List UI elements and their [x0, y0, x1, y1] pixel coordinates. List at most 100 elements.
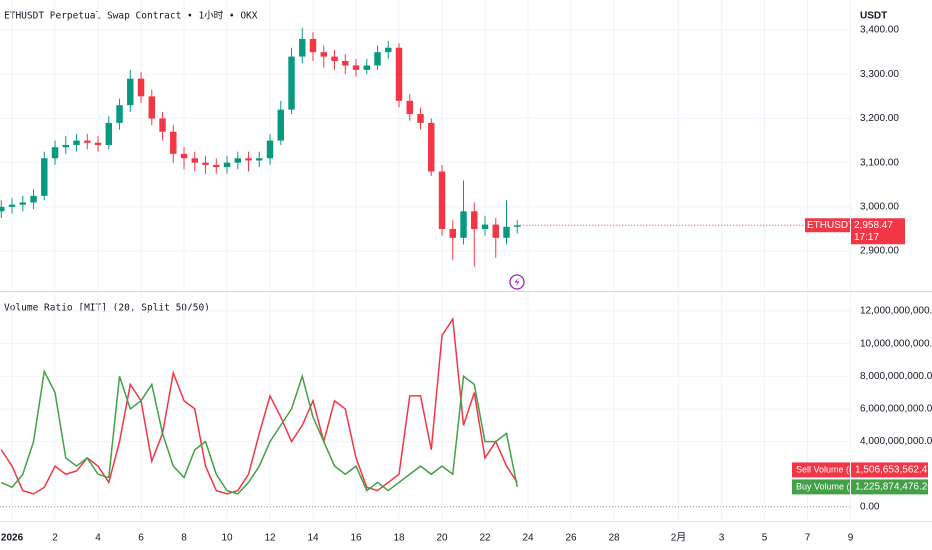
value-label: 1,225,874,476.26 [855, 482, 932, 493]
candle-body [62, 145, 70, 148]
legend-name: Buy Volume (n) [796, 481, 858, 491]
x-tick-label: 2 [52, 533, 58, 544]
y-tick-label: 12,000,000,000.00 [860, 306, 932, 317]
candle-body [288, 56, 295, 110]
candle-body [492, 224, 499, 238]
indicator-title: Volume Ratio [MIT] (20, Split 50/50) [4, 303, 210, 314]
candle-body [19, 202, 27, 205]
x-tick-label: 20 [436, 533, 448, 544]
x-tick-label: 8 [181, 533, 187, 544]
x-tick-label: 28 [608, 533, 620, 544]
x-tick-label: 7 [805, 533, 811, 544]
y-tick-label: 3,100.00 [860, 157, 899, 168]
lightning-icon[interactable] [509, 274, 525, 290]
y-tick-label: 3,200.00 [860, 113, 899, 124]
candle-body [385, 47, 392, 53]
candle-body [460, 211, 467, 238]
candle-body [363, 65, 370, 70]
candle-body [352, 65, 360, 70]
candle-body [73, 140, 80, 145]
candle-body [191, 158, 199, 163]
y-tick-label: 3,400.00 [860, 25, 899, 36]
countdown: 17:17 [854, 232, 879, 243]
candle-body [180, 153, 188, 159]
candle-body [245, 158, 252, 161]
x-tick-label: 3 [719, 533, 725, 544]
candle-body [213, 164, 220, 168]
candle-body [428, 122, 435, 172]
candle-body [159, 118, 166, 132]
legend-name-bg [792, 462, 850, 478]
symbol-tag: ETHUSDT.P [807, 220, 863, 231]
candle-body [51, 147, 59, 159]
candle-body [170, 131, 177, 154]
candle-body [116, 105, 123, 123]
x-tick-label: 5 [762, 533, 768, 544]
x-tick-label: 4 [95, 533, 101, 544]
candle-body [105, 122, 113, 145]
x-tick-label: 18 [393, 533, 405, 544]
x-tick-label: 22 [479, 533, 491, 544]
legend-name-bg [792, 479, 850, 495]
candle-body [127, 78, 134, 106]
x-tick-label: 12 [264, 533, 276, 544]
candle-body [277, 109, 284, 141]
x-tick-label: 24 [522, 533, 534, 544]
y-tick-label: 10,000,000,000.00 [860, 338, 932, 349]
candle-body [342, 61, 349, 66]
candle-body [94, 142, 102, 145]
candle-body [0, 206, 5, 212]
volume-line [0, 368, 518, 495]
y-tick-label: 3,300.00 [860, 69, 899, 80]
candle-body [8, 204, 16, 207]
y-tick-label: 8,000,000,000.00 [860, 371, 932, 382]
x-tick-label: 26 [565, 533, 577, 544]
candle-body [309, 38, 317, 53]
y-tick-label: 0.00 [860, 502, 880, 513]
x-tick-label: 10 [221, 533, 233, 544]
candle-body [374, 52, 381, 66]
candle-body [503, 226, 510, 238]
candle-body [202, 162, 209, 165]
candle-body [234, 158, 242, 163]
candle-body [30, 195, 37, 203]
candle-body [84, 140, 91, 143]
y-tick-label: 6,000,000,000.00 [860, 404, 932, 415]
y-tick-label: 2,900.00 [860, 246, 899, 257]
candle-body [471, 211, 478, 229]
candle-body [256, 158, 263, 161]
candle-body [331, 56, 338, 62]
candle-body [137, 78, 145, 97]
legend-name: Sell Volume (n) [796, 464, 857, 474]
candle-body [299, 38, 306, 57]
value-label-bg [851, 462, 928, 478]
chart-title: ETHUSDT Perpetual Swap Contract • 1小时 • … [4, 10, 258, 22]
last-price-bg [851, 218, 905, 245]
y-tick-label: 4,000,000,000.00 [860, 436, 932, 447]
candle-body [417, 114, 424, 123]
candle-body [41, 158, 48, 196]
x-tick-label: 14 [307, 533, 319, 544]
candle-body [438, 171, 446, 229]
x-tick-label: 2月 [671, 532, 687, 544]
candle-body [481, 224, 489, 229]
candle-body [514, 225, 521, 227]
symbol-tag-bg [805, 218, 850, 233]
y-tick-label: 3,000.00 [860, 202, 899, 213]
candle-body [395, 47, 403, 101]
candle-body [266, 140, 274, 159]
candle-body [148, 96, 156, 119]
value-label: 1,506,653,562.47 [855, 465, 932, 476]
x-tick-label: 16 [350, 533, 362, 544]
x-tick-label: 2026 [1, 533, 24, 544]
price-axis-unit: USDT [860, 11, 887, 22]
candle-body [223, 162, 231, 168]
candle-body [449, 228, 456, 238]
last-price-label: 2,958.47 [854, 220, 893, 231]
x-tick-label: 6 [138, 533, 144, 544]
x-tick-label: 9 [848, 533, 854, 544]
value-label-bg [851, 479, 928, 495]
candle-body [320, 52, 327, 57]
